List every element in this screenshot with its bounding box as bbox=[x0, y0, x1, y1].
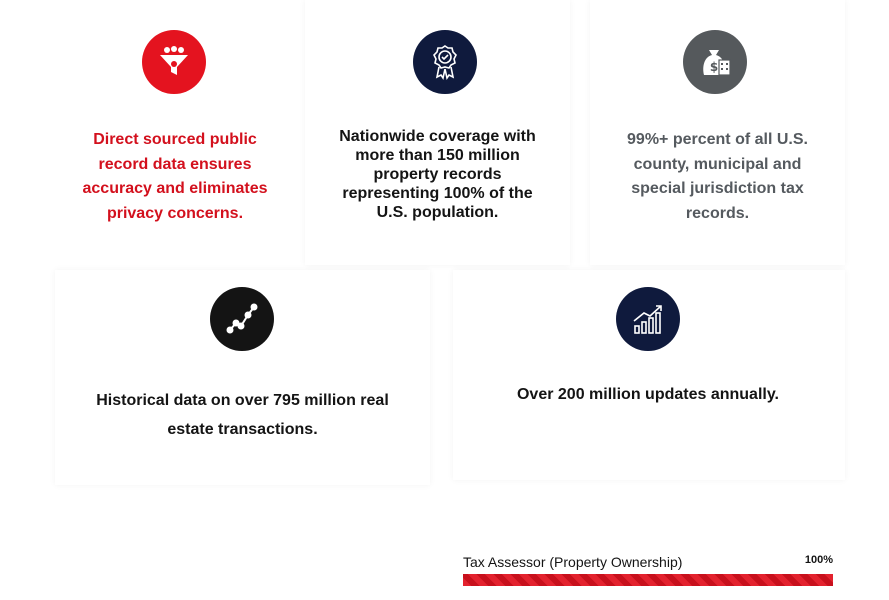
svg-text:$: $ bbox=[710, 60, 718, 74]
feature-text: Historical data on over 795 million real… bbox=[96, 392, 389, 438]
feature-text: Over 200 million updates annually. bbox=[516, 386, 779, 403]
progress-label: Tax Assessor (Property Ownership) bbox=[463, 554, 683, 570]
feature-card-tax-records: $ 99%+ percent of all U.S. county, munic… bbox=[590, 0, 845, 265]
progress-percent: 100% bbox=[804, 554, 833, 566]
feature-card-historical: Historical data on over 795 million real… bbox=[55, 270, 430, 485]
progress-track bbox=[463, 574, 833, 586]
funnel-icon bbox=[142, 30, 206, 94]
progress-fill bbox=[463, 574, 833, 586]
feature-card-public-record: Direct sourced public record data ensure… bbox=[0, 0, 300, 265]
feature-card-updates: Over 200 million updates annually. bbox=[453, 270, 845, 480]
feature-text: Nationwide coverage with more than 150 m… bbox=[339, 128, 536, 221]
progress-tax-assessor: Tax Assessor (Property Ownership) 100% bbox=[463, 552, 833, 588]
money-bag-building-icon: $ bbox=[683, 30, 747, 94]
feature-text: 99%+ percent of all U.S. county, municip… bbox=[627, 131, 808, 222]
feature-text: Direct sourced public record data ensure… bbox=[82, 131, 268, 222]
line-trend-icon bbox=[210, 287, 274, 351]
award-ribbon-icon bbox=[413, 30, 477, 94]
feature-card-nationwide: Nationwide coverage with more than 150 m… bbox=[305, 0, 570, 265]
bar-growth-icon bbox=[616, 287, 680, 351]
